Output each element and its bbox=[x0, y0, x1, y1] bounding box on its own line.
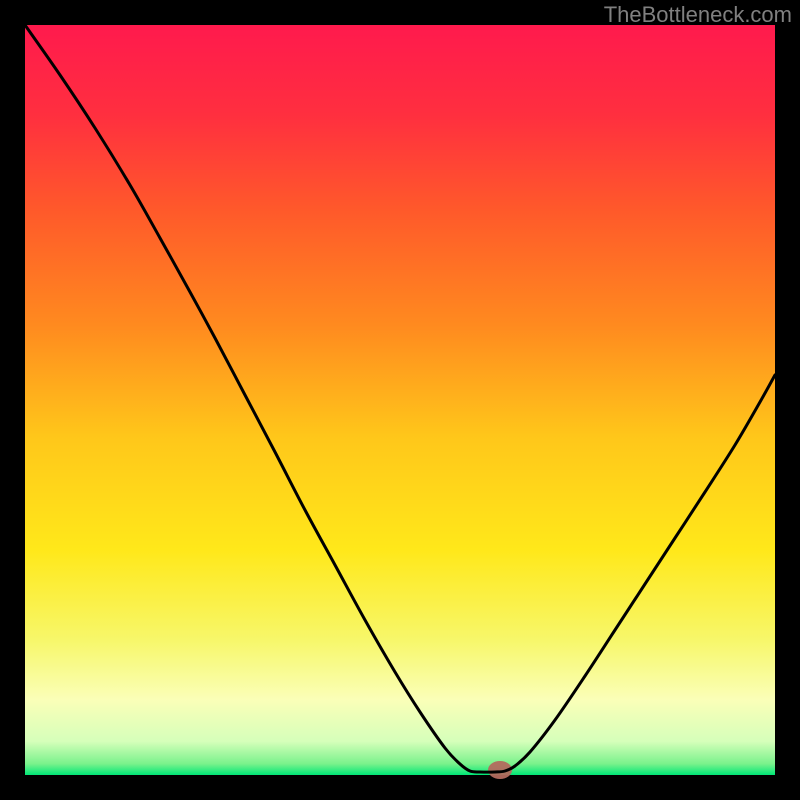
bottleneck-plot bbox=[0, 0, 800, 800]
gradient-background bbox=[25, 25, 775, 775]
chart-frame: TheBottleneck.com bbox=[0, 0, 800, 800]
watermark-label: TheBottleneck.com bbox=[604, 2, 792, 28]
